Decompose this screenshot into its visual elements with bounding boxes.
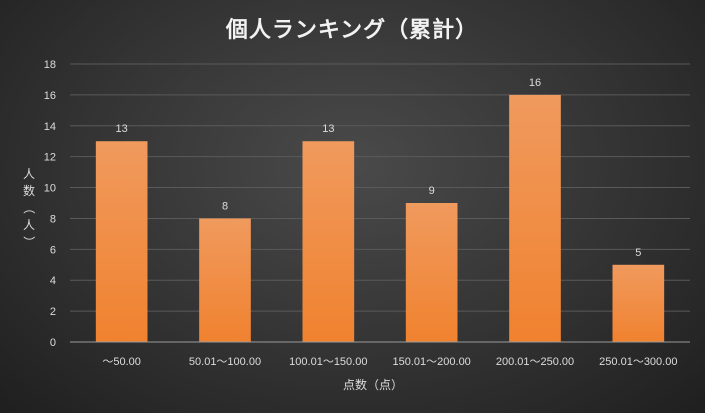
- bar: [302, 141, 355, 342]
- x-category-label: 150.01～200.00: [393, 356, 471, 368]
- y-tick-label: 6: [50, 244, 56, 256]
- x-category-label: 50.01～100.00: [189, 356, 261, 368]
- y-tick-label: 12: [44, 152, 56, 164]
- data-label: 16: [529, 77, 541, 89]
- bar: [509, 94, 561, 342]
- y-axis-label-char: （: [22, 202, 36, 214]
- data-label: 13: [116, 123, 128, 135]
- x-category-label: 250.01～300.00: [599, 356, 677, 368]
- y-axis-label-char: 数: [23, 183, 35, 198]
- chart-title: 個人ランキング（累計）: [225, 17, 478, 43]
- data-labels: 13 8 13 9 16 5: [116, 77, 642, 259]
- x-category-label: 200.01～250.00: [496, 356, 574, 368]
- y-tick-label: 18: [44, 59, 56, 71]
- x-axis-label: 点数（点）: [343, 377, 403, 392]
- y-tick-label: 16: [44, 90, 56, 102]
- y-axis-label-char: ）: [22, 236, 36, 248]
- y-axis-label: 人数（人）: [22, 167, 36, 248]
- data-label: 8: [222, 200, 228, 212]
- y-tick-label: 14: [44, 121, 56, 133]
- data-label: 9: [429, 185, 435, 197]
- x-category-label: 100.01～150.00: [289, 356, 367, 368]
- bar: [405, 203, 458, 342]
- gridlines: [70, 63, 690, 312]
- bar: [199, 218, 251, 342]
- y-tick-label: 8: [50, 213, 56, 225]
- y-tick-label: 2: [50, 306, 56, 318]
- x-category-label: ～50.00: [102, 356, 141, 368]
- y-tick-label: 0: [50, 337, 56, 349]
- bars: [95, 94, 665, 342]
- y-tick-label: 10: [44, 183, 56, 195]
- y-axis-label-char: 人: [23, 218, 35, 232]
- bar: [95, 141, 148, 342]
- bar: [612, 264, 665, 342]
- data-label: 5: [635, 247, 641, 259]
- data-label: 13: [322, 123, 334, 135]
- y-tick-label: 4: [50, 275, 56, 287]
- y-axis-label-char: 人: [23, 167, 35, 181]
- x-axis-categories: ～50.00 50.01～100.00 100.01～150.00 150.01～20…: [102, 356, 677, 368]
- y-axis-ticks: 0 2 4 6 8 10 12 14 16 18: [44, 59, 56, 349]
